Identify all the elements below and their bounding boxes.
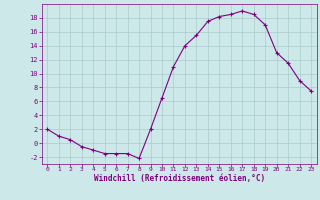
X-axis label: Windchill (Refroidissement éolien,°C): Windchill (Refroidissement éolien,°C) — [94, 174, 265, 183]
